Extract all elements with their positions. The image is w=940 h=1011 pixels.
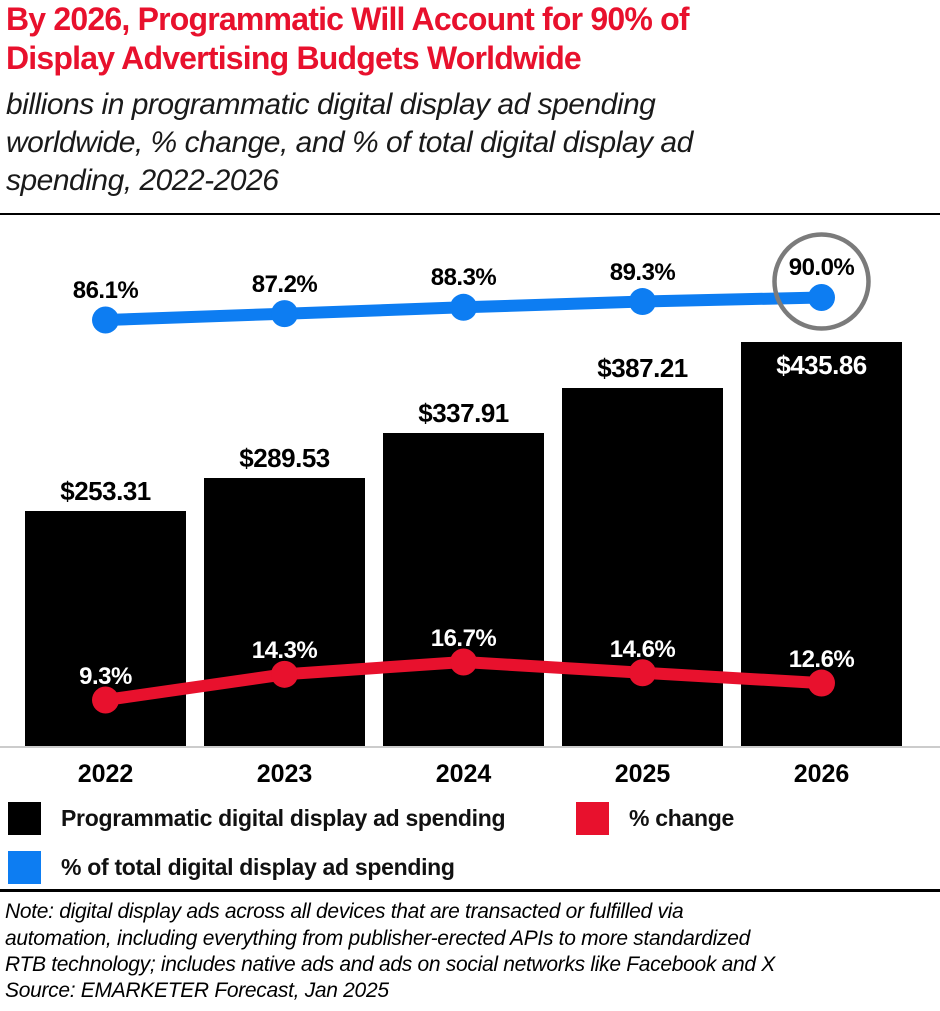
pct-of-total-label-2024: 88.3% (430, 264, 497, 292)
chart-title: By 2026, Programmatic Will Account for 9… (6, 1, 690, 76)
pct-change-dot-2024 (450, 648, 477, 676)
x-axis-label-2023: 2023 (256, 760, 313, 788)
header-divider-line (0, 213, 940, 215)
pct-of-total-dot-2024 (450, 293, 477, 321)
bar-value-label-2025: $387.21 (597, 352, 688, 383)
pct-of-total-dot-2026 (808, 283, 835, 311)
pct-change-dot-2026 (808, 669, 835, 697)
pct-change-dot-2022 (92, 686, 119, 714)
pct-of-total-dot-2025 (629, 288, 656, 316)
x-axis-label-2026: 2026 (793, 760, 850, 788)
bar-value-label-2022: $253.31 (60, 476, 151, 507)
x-axis-label-2022: 2022 (77, 760, 134, 788)
footer-divider-line (0, 889, 940, 892)
pct-change-dot-2023 (271, 660, 298, 688)
pct-change-label-2024: 16.7% (430, 625, 497, 652)
pct-of-total-label-2022: 86.1% (72, 277, 139, 304)
legend-swatch-black (8, 802, 41, 835)
pct-of-total-label-2023: 87.2% (251, 270, 318, 298)
pct-change-label-2023: 14.3% (251, 637, 318, 665)
legend-label: % change (629, 805, 734, 831)
legend-swatch-red (576, 802, 609, 835)
legend-item-pct-of-total: % of total digital display ad spending (8, 851, 455, 884)
chart-subtitle: billions in programmatic digital display… (6, 88, 693, 197)
legend-item-pct-change: % change (576, 802, 734, 835)
pct-of-total-dot-2023 (271, 300, 298, 328)
footnote: Note: digital display ads across all dev… (5, 900, 775, 976)
legend-item-programmatic-spending: Programmatic digital display ad spending (8, 802, 506, 835)
pct-change-label-2022: 9.3% (79, 663, 132, 690)
legend-label: % of total digital display ad spending (61, 854, 455, 880)
pct-change-label-2026: 12.6% (788, 646, 855, 674)
pct-of-total-label-2026: 90.0% (788, 254, 855, 282)
bar-2024 (383, 433, 544, 746)
highlight-circle-annotation (772, 232, 871, 331)
legend-label: Programmatic digital display ad spending (61, 805, 506, 831)
bar-value-label-2024: $337.91 (418, 398, 509, 429)
pct-of-total-dot-2022 (92, 306, 119, 334)
chart-plot-area: $253.31 $289.53 $337.91 $387.21 $435.86 86.1… (0, 220, 940, 800)
pct-change-label-2025: 14.6% (609, 635, 676, 663)
pct-change-dot-2025 (629, 659, 656, 687)
bar-value-label-2026: $435.86 (776, 350, 867, 381)
pct-of-total-label-2025: 89.3% (609, 258, 676, 286)
x-axis-label-2024: 2024 (435, 760, 492, 788)
bar-2023 (204, 477, 365, 746)
chart-lines-svg (92, 232, 871, 714)
legend-swatch-blue (8, 851, 41, 884)
x-axis-label-2025: 2025 (614, 760, 671, 788)
bar-value-label-2023: $289.53 (239, 442, 330, 473)
source-line: Source: EMARKETER Forecast, Jan 2025 (5, 979, 389, 1002)
x-axis-line (0, 746, 940, 748)
